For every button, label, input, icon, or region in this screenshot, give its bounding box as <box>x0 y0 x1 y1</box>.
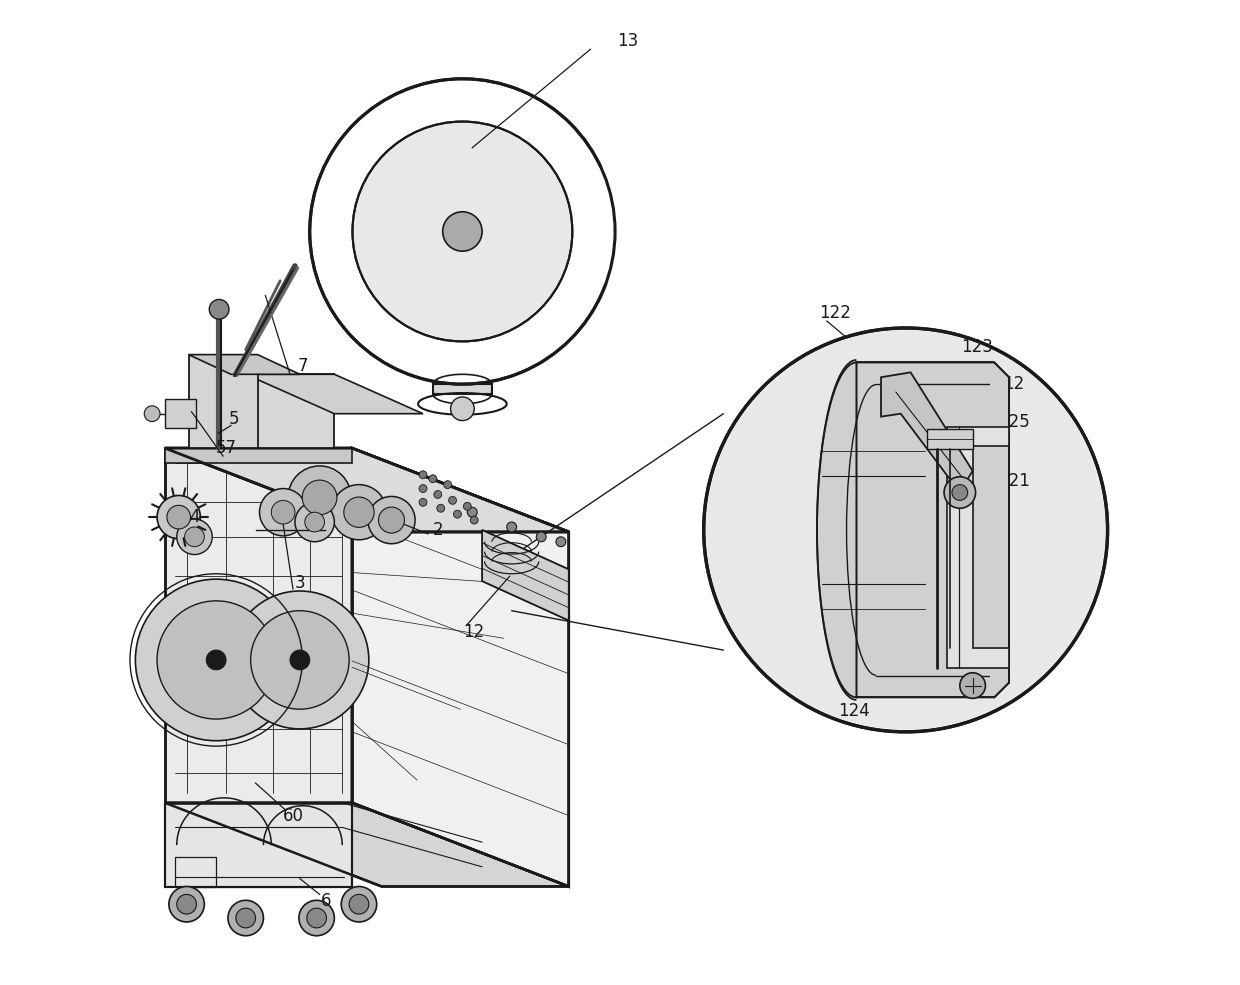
Text: 124: 124 <box>838 702 870 720</box>
Circle shape <box>378 507 404 533</box>
Circle shape <box>305 512 325 532</box>
Text: 121: 121 <box>998 472 1030 490</box>
Polygon shape <box>165 448 352 463</box>
Circle shape <box>231 591 368 729</box>
Text: 5: 5 <box>228 410 239 427</box>
Circle shape <box>167 505 191 529</box>
Circle shape <box>210 299 229 319</box>
Polygon shape <box>928 429 972 449</box>
Text: 13: 13 <box>618 33 639 50</box>
Circle shape <box>177 519 212 555</box>
Circle shape <box>444 481 451 489</box>
Text: 123: 123 <box>961 338 992 356</box>
Circle shape <box>331 485 387 540</box>
Circle shape <box>707 331 1105 729</box>
Circle shape <box>290 650 310 670</box>
Circle shape <box>169 886 205 922</box>
Polygon shape <box>817 362 857 697</box>
Polygon shape <box>165 803 352 886</box>
Circle shape <box>556 537 565 547</box>
Circle shape <box>436 504 445 512</box>
Text: 57: 57 <box>216 439 237 457</box>
Text: 2: 2 <box>433 521 443 539</box>
Polygon shape <box>947 427 1009 668</box>
Polygon shape <box>188 355 300 374</box>
Circle shape <box>343 497 374 527</box>
Polygon shape <box>433 384 492 394</box>
Circle shape <box>206 650 226 670</box>
Polygon shape <box>165 448 352 803</box>
Circle shape <box>144 406 160 422</box>
Circle shape <box>259 489 306 536</box>
Text: 60: 60 <box>283 807 304 824</box>
Polygon shape <box>246 374 335 448</box>
Circle shape <box>272 500 295 524</box>
Text: 7: 7 <box>298 358 308 375</box>
Text: 125: 125 <box>998 413 1030 430</box>
Circle shape <box>443 212 482 251</box>
Circle shape <box>303 480 337 515</box>
Circle shape <box>236 908 255 928</box>
Circle shape <box>507 522 517 532</box>
Circle shape <box>250 611 350 709</box>
Circle shape <box>350 894 368 914</box>
Circle shape <box>177 894 196 914</box>
Circle shape <box>464 502 471 510</box>
Polygon shape <box>165 448 569 532</box>
Polygon shape <box>246 374 423 414</box>
Circle shape <box>952 485 967 500</box>
Text: 6: 6 <box>321 892 332 910</box>
Circle shape <box>449 496 456 504</box>
Circle shape <box>419 485 427 492</box>
Circle shape <box>454 510 461 518</box>
Polygon shape <box>165 803 569 886</box>
Circle shape <box>467 507 477 517</box>
Text: 12: 12 <box>464 624 485 641</box>
Text: 12: 12 <box>1003 375 1024 393</box>
Circle shape <box>368 496 415 544</box>
Circle shape <box>157 495 201 539</box>
Circle shape <box>419 471 427 479</box>
Text: 4: 4 <box>190 508 200 526</box>
Circle shape <box>135 579 296 741</box>
Polygon shape <box>188 355 258 448</box>
Circle shape <box>341 886 377 922</box>
Polygon shape <box>482 530 569 621</box>
Circle shape <box>157 601 275 719</box>
Circle shape <box>470 516 479 524</box>
Circle shape <box>185 527 205 547</box>
Polygon shape <box>857 362 1009 697</box>
Circle shape <box>295 502 335 542</box>
Circle shape <box>228 900 263 936</box>
Circle shape <box>419 498 427 506</box>
Circle shape <box>306 908 326 928</box>
Polygon shape <box>882 372 972 492</box>
Circle shape <box>960 673 986 698</box>
Circle shape <box>536 532 546 542</box>
Polygon shape <box>352 448 569 886</box>
Circle shape <box>429 475 436 483</box>
Text: 3: 3 <box>295 574 305 592</box>
Circle shape <box>434 491 441 498</box>
Circle shape <box>704 328 1107 732</box>
Polygon shape <box>352 448 569 886</box>
Polygon shape <box>165 399 196 428</box>
Circle shape <box>288 466 351 529</box>
Text: 122: 122 <box>818 304 851 322</box>
Polygon shape <box>165 448 569 532</box>
Circle shape <box>299 900 335 936</box>
Circle shape <box>352 121 573 342</box>
Circle shape <box>944 477 976 508</box>
Circle shape <box>450 397 474 421</box>
